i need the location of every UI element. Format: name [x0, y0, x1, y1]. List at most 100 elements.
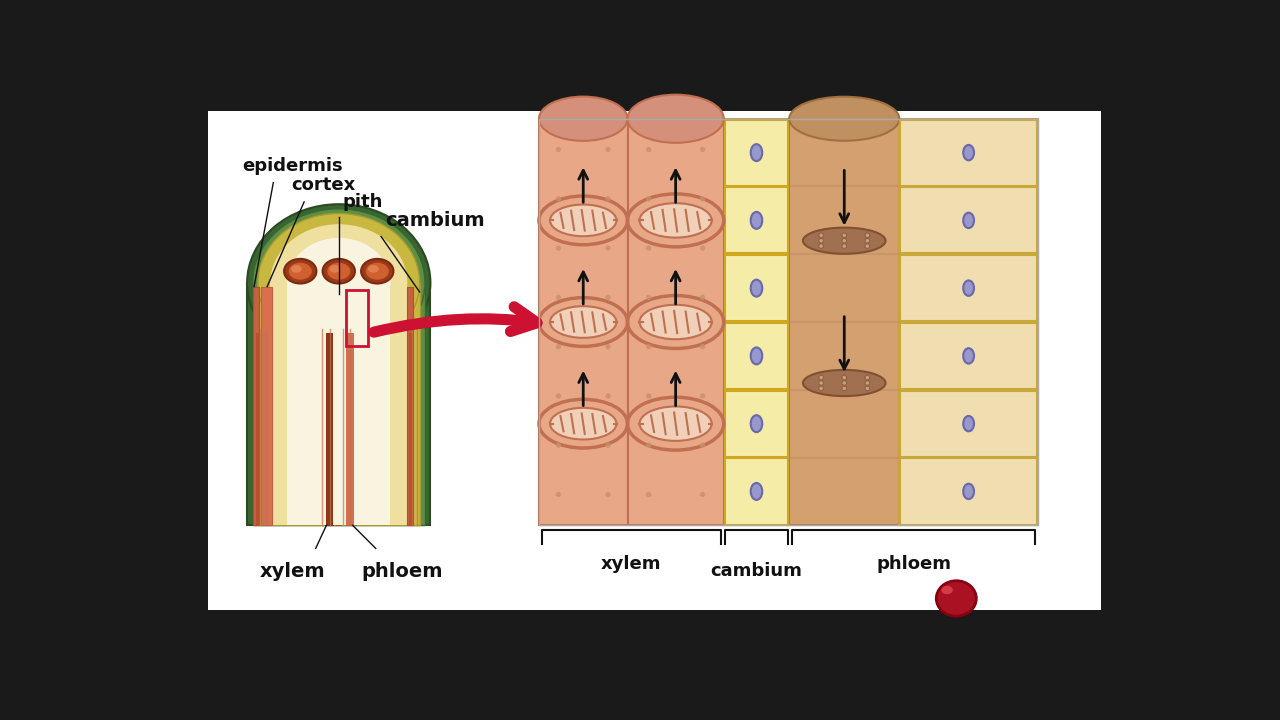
Ellipse shape — [605, 246, 611, 251]
Ellipse shape — [819, 381, 823, 385]
Bar — [900, 120, 1037, 186]
Bar — [627, 119, 723, 526]
Ellipse shape — [865, 244, 869, 248]
Ellipse shape — [556, 294, 561, 300]
Ellipse shape — [964, 212, 974, 228]
Ellipse shape — [700, 393, 705, 399]
Ellipse shape — [700, 492, 705, 498]
Text: epidermis: epidermis — [242, 157, 343, 175]
Ellipse shape — [819, 233, 823, 238]
Ellipse shape — [646, 294, 652, 300]
Ellipse shape — [936, 581, 977, 616]
Bar — [539, 119, 1038, 526]
Bar — [261, 287, 271, 526]
Ellipse shape — [865, 238, 869, 243]
Bar — [408, 333, 413, 526]
Ellipse shape — [556, 147, 561, 152]
Ellipse shape — [750, 483, 763, 500]
Bar — [900, 119, 1038, 526]
Ellipse shape — [550, 306, 617, 338]
Bar — [324, 298, 355, 526]
Ellipse shape — [287, 238, 390, 328]
Ellipse shape — [700, 246, 705, 251]
Text: xylem: xylem — [260, 562, 325, 581]
Ellipse shape — [328, 263, 351, 279]
Bar — [724, 323, 788, 389]
Ellipse shape — [803, 228, 886, 253]
Ellipse shape — [627, 94, 723, 143]
Ellipse shape — [605, 393, 611, 399]
Ellipse shape — [317, 248, 361, 348]
Bar — [723, 119, 790, 526]
Text: xylem: xylem — [602, 554, 662, 572]
Ellipse shape — [819, 375, 823, 380]
Ellipse shape — [646, 147, 652, 152]
Bar — [262, 333, 270, 526]
Ellipse shape — [964, 416, 974, 431]
Bar — [325, 287, 333, 526]
Ellipse shape — [270, 224, 407, 341]
Ellipse shape — [312, 253, 366, 343]
Ellipse shape — [964, 145, 974, 161]
Bar — [900, 255, 1037, 321]
Bar — [287, 283, 390, 526]
Ellipse shape — [842, 381, 846, 385]
Ellipse shape — [291, 265, 302, 273]
Text: cambium: cambium — [385, 212, 485, 230]
Ellipse shape — [819, 244, 823, 248]
Ellipse shape — [539, 96, 627, 141]
Ellipse shape — [605, 344, 611, 349]
Ellipse shape — [289, 263, 312, 279]
Ellipse shape — [865, 381, 869, 385]
Ellipse shape — [361, 259, 393, 284]
Ellipse shape — [605, 492, 611, 498]
Ellipse shape — [252, 209, 425, 356]
Bar — [252, 283, 425, 526]
Ellipse shape — [700, 294, 705, 300]
Bar — [900, 459, 1037, 525]
Ellipse shape — [819, 386, 823, 391]
Ellipse shape — [646, 246, 652, 251]
Bar — [335, 287, 340, 526]
Ellipse shape — [366, 263, 389, 279]
Text: phloem: phloem — [361, 562, 443, 581]
Ellipse shape — [646, 443, 652, 448]
Ellipse shape — [556, 393, 561, 399]
Bar — [724, 390, 788, 456]
Ellipse shape — [646, 393, 652, 399]
Ellipse shape — [790, 96, 900, 141]
Ellipse shape — [941, 586, 952, 594]
Ellipse shape — [550, 204, 617, 236]
Ellipse shape — [700, 443, 705, 448]
Ellipse shape — [247, 204, 430, 361]
Ellipse shape — [640, 203, 712, 238]
Bar — [900, 390, 1037, 456]
Ellipse shape — [865, 375, 869, 380]
Text: cambium: cambium — [710, 562, 803, 580]
Ellipse shape — [842, 244, 846, 248]
Bar — [724, 255, 788, 321]
Ellipse shape — [842, 233, 846, 238]
Ellipse shape — [646, 492, 652, 498]
Bar — [724, 120, 788, 186]
Ellipse shape — [700, 196, 705, 202]
Ellipse shape — [369, 265, 379, 273]
Ellipse shape — [550, 408, 617, 439]
Ellipse shape — [700, 147, 705, 152]
Ellipse shape — [605, 294, 611, 300]
Bar — [724, 459, 788, 525]
Bar — [312, 298, 366, 526]
Ellipse shape — [646, 344, 652, 349]
Ellipse shape — [964, 484, 974, 499]
Ellipse shape — [964, 280, 974, 296]
Ellipse shape — [803, 370, 886, 396]
Ellipse shape — [556, 443, 561, 448]
Bar — [539, 119, 627, 526]
Ellipse shape — [842, 375, 846, 380]
Bar — [539, 119, 1038, 526]
Bar — [407, 287, 413, 526]
Ellipse shape — [750, 144, 763, 161]
Ellipse shape — [640, 305, 712, 339]
Ellipse shape — [640, 407, 712, 441]
Bar — [344, 287, 356, 526]
